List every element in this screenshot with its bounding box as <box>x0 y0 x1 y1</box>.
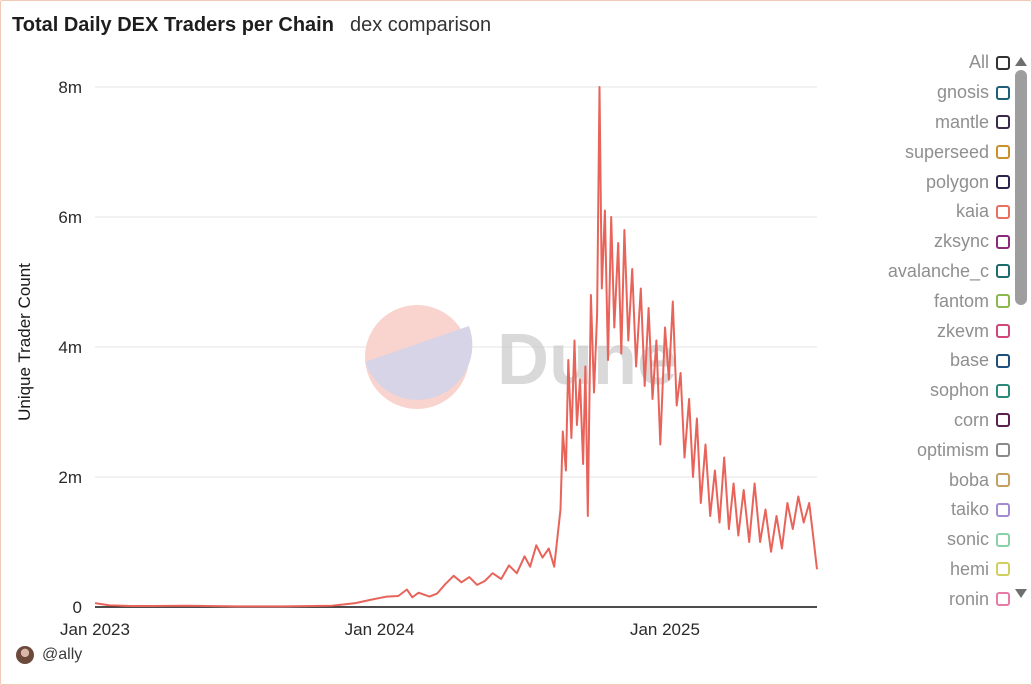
legend-label: taiko <box>950 499 989 520</box>
legend-item-all[interactable]: All <box>830 48 1010 78</box>
legend-item-mantle[interactable]: mantle <box>830 108 1010 138</box>
x-tick-label: Jan 2025 <box>630 620 700 639</box>
legend-label: ronin <box>948 588 989 609</box>
y-tick-label: 6m <box>58 208 82 227</box>
x-tick-label: Jan 2023 <box>60 620 130 639</box>
legend-item-sonic[interactable]: sonic <box>830 525 1010 555</box>
author-footer: @ally <box>16 646 82 664</box>
legend-label: zkevm <box>936 320 989 341</box>
legend-label: superseed <box>904 141 989 162</box>
legend-label: fantom <box>933 290 989 311</box>
legend-checkbox[interactable] <box>996 294 1010 309</box>
legend-label: sophon <box>929 380 989 401</box>
legend-item-hemi[interactable]: hemi <box>830 555 1010 585</box>
legend-checkbox[interactable] <box>996 413 1010 428</box>
legend-checkbox[interactable] <box>996 502 1010 517</box>
legend-label: base <box>949 350 989 371</box>
legend-checkbox[interactable] <box>996 562 1010 577</box>
legend-checkbox[interactable] <box>996 473 1010 488</box>
legend-checkbox[interactable] <box>996 85 1010 100</box>
legend-checkbox[interactable] <box>996 383 1010 398</box>
legend-label: All <box>968 52 989 73</box>
legend-label: corn <box>953 409 989 430</box>
legend-checkbox[interactable] <box>996 324 1010 339</box>
y-axis-label: Unique Trader Count <box>15 263 34 421</box>
y-tick-label: 0 <box>73 598 82 617</box>
legend-checkbox[interactable] <box>996 204 1010 219</box>
legend-checkbox[interactable] <box>996 532 1010 547</box>
legend-label: gnosis <box>936 82 989 103</box>
series-line-kaia <box>94 86 818 608</box>
legend-checkbox[interactable] <box>996 175 1010 190</box>
legend-label: boba <box>948 469 989 490</box>
legend-checkbox[interactable] <box>996 592 1010 607</box>
chart-title: Total Daily DEX Traders per Chain <box>12 14 334 36</box>
legend-checkbox[interactable] <box>996 443 1010 458</box>
scroll-down-icon[interactable] <box>1015 589 1027 598</box>
legend-label: avalanche_c <box>887 260 989 281</box>
chart-subtitle: dex comparison <box>349 14 492 36</box>
legend-checkbox[interactable] <box>996 353 1010 368</box>
legend-item-boba[interactable]: boba <box>830 465 1010 495</box>
legend-label: zksync <box>933 231 989 252</box>
legend-label: kaia <box>955 201 989 222</box>
legend-item-zkevm[interactable]: zkevm <box>830 316 1010 346</box>
legend-checkbox[interactable] <box>996 234 1010 249</box>
y-tick-label: 4m <box>58 338 82 357</box>
legend-checkbox[interactable] <box>996 145 1010 160</box>
avatar <box>16 646 34 664</box>
legend-item-fantom[interactable]: fantom <box>830 286 1010 316</box>
legend-item-corn[interactable]: corn <box>830 406 1010 436</box>
legend-item-taiko[interactable]: taiko <box>830 495 1010 525</box>
legend-label: hemi <box>949 558 989 579</box>
legend: All gnosis mantle superseed polygon kaia zksyn… <box>830 48 1010 614</box>
chart-header: Total Daily DEX Traders per Chain dex co… <box>12 14 491 44</box>
legend-label: mantle <box>934 111 989 132</box>
legend-checkbox[interactable] <box>996 264 1010 279</box>
scroll-thumb[interactable] <box>1015 70 1027 305</box>
legend-item-gnosis[interactable]: gnosis <box>830 78 1010 108</box>
x-tick-label: Jan 2024 <box>345 620 415 639</box>
legend-item-optimism[interactable]: optimism <box>830 435 1010 465</box>
legend-item-zksync[interactable]: zksync <box>830 227 1010 257</box>
legend-label: sonic <box>946 529 989 550</box>
legend-scrollbar[interactable] <box>1014 55 1028 600</box>
scroll-up-icon[interactable] <box>1015 57 1027 66</box>
legend-item-superseed[interactable]: superseed <box>830 137 1010 167</box>
legend-checkbox[interactable] <box>996 55 1010 70</box>
legend-item-sophon[interactable]: sophon <box>830 376 1010 406</box>
legend-item-polygon[interactable]: polygon <box>830 167 1010 197</box>
legend-item-base[interactable]: base <box>830 346 1010 376</box>
legend-checkbox[interactable] <box>996 115 1010 130</box>
legend-label: polygon <box>925 171 989 192</box>
y-tick-label: 8m <box>58 78 82 97</box>
legend-label: optimism <box>916 439 989 460</box>
legend-item-kaia[interactable]: kaia <box>830 197 1010 227</box>
legend-item-avalanche-c[interactable]: avalanche_c <box>830 257 1010 287</box>
y-tick-label: 2m <box>58 468 82 487</box>
legend-item-ronin[interactable]: ronin <box>830 584 1010 614</box>
author-handle[interactable]: @ally <box>42 646 83 663</box>
dune-logo-shade <box>365 326 473 400</box>
